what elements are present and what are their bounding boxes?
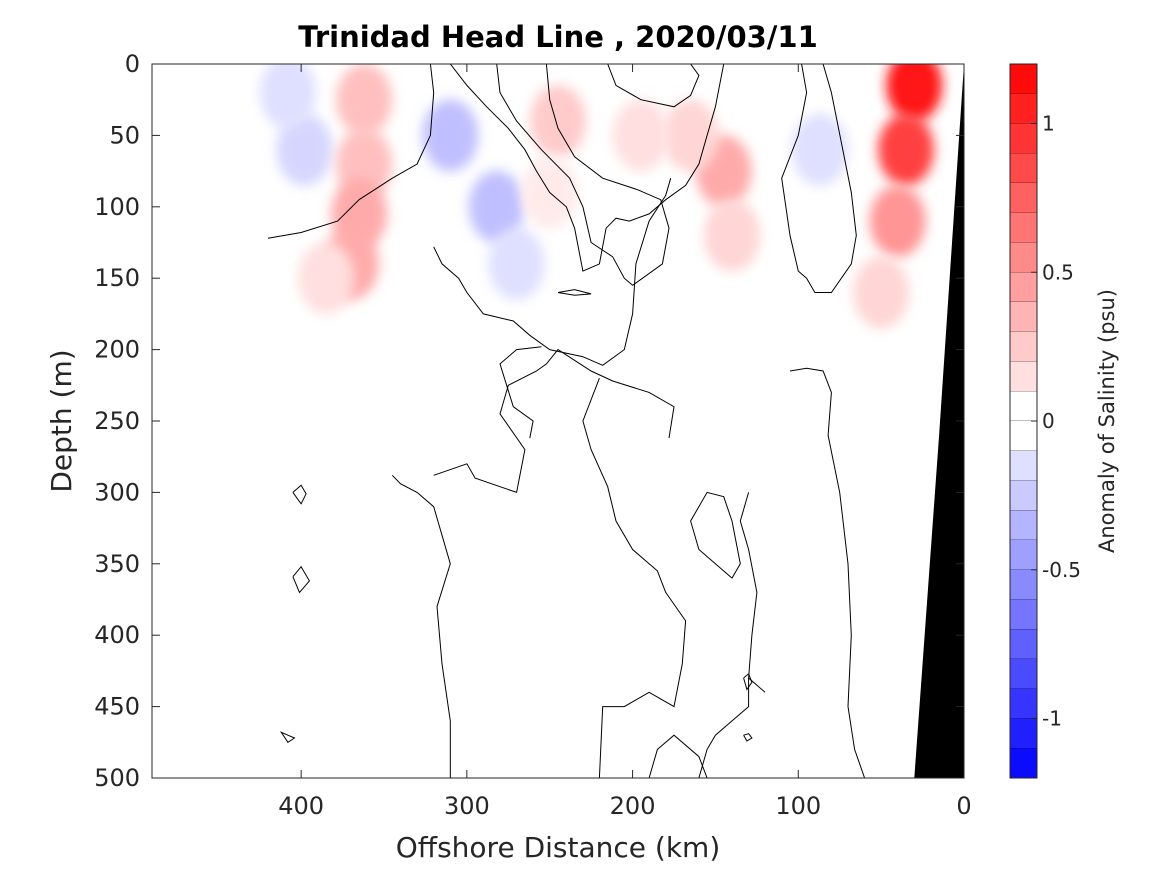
x-tick-label: 100 [775,792,821,820]
zero-contour-line [496,64,670,286]
anomaly-blob [791,113,848,186]
x-tick-label: 0 [956,792,971,820]
y-tick-label: 400 [94,621,140,649]
anomaly-blob [276,113,333,186]
x-axis: 400 300 200 100 0 [278,64,972,820]
land-mask [914,64,964,778]
zero-contour-line [690,491,741,579]
anomaly-blob [298,242,354,315]
x-tick-label: 400 [278,792,324,820]
anomaly-blob [853,256,910,329]
zero-contour-line [607,64,700,108]
anomaly-blob [336,64,393,136]
y-tick-label: 250 [94,407,140,435]
salinity-anomaly-fill [259,64,943,329]
colorbar-band [1010,540,1037,571]
anomaly-blob [662,99,719,172]
anomaly-blob [704,199,760,272]
colorbar: 1 0.5 0 -0.5 -1 [1009,63,1081,779]
colorbar-tick-label: 0 [1042,409,1055,433]
anomaly-blob [488,227,545,300]
y-tick-label: 100 [94,193,140,221]
colorbar-band [1010,391,1037,422]
colorbar-band [1010,718,1037,749]
anomaly-blob [422,99,479,172]
zero-contour-line [743,672,753,691]
zero-contour-line [781,64,857,293]
zero-contour-line [433,178,672,366]
colorbar-band [1010,123,1037,154]
colorbar-tick-label: 0.5 [1042,260,1074,284]
colorbar-band [1010,599,1037,630]
zero-contour-line [648,734,708,778]
colorbar-band [1010,629,1037,660]
anomaly-blob [886,64,943,122]
zero-contour-line [582,378,667,593]
x-axis-label: Offshore Distance (km) [396,831,721,864]
anomaly-blob [612,99,669,172]
anomaly-blob [530,85,586,158]
y-axis-label: Depth (m) [45,349,78,492]
colorbar-band [1010,569,1037,600]
y-tick-label: 350 [94,550,140,578]
colorbar-band [1010,688,1037,719]
zero-contour-line [499,346,542,439]
x-tick-label: 200 [610,792,656,820]
y-tick-label: 50 [109,121,140,149]
colorbar-band [1010,659,1037,690]
zero-contour-line [789,367,866,778]
zero-contour-line [292,484,307,505]
colorbar-band [1010,242,1037,273]
colorbar-band [1010,93,1037,124]
colorbar-label: Anomaly of Salinity (psu) [1095,289,1119,553]
anomaly-blob [878,113,934,186]
colorbar-band [1010,480,1037,511]
zero-contour-line [391,474,451,778]
zero-contour-line [433,348,675,494]
anomaly-blob [468,170,525,243]
colorbar-band [1010,183,1037,214]
colorbar-band [1010,64,1037,95]
colorbar-tick-label: 1 [1042,112,1055,136]
x-tick-label: 300 [444,792,490,820]
zero-contour-line [598,592,687,778]
colorbar-band [1010,331,1037,362]
zero-contour-line [267,64,435,239]
anomaly-blob [869,185,926,258]
colorbar-band [1010,212,1037,243]
colorbar-band [1010,510,1037,541]
zero-contour-line [557,289,592,296]
chart-title: Trinidad Head Line , 2020/03/11 [298,20,818,54]
land-mask-shape [914,64,964,778]
zero-contour-line [449,64,725,272]
colorbar-band [1010,361,1037,392]
colorbar-tick-label: -1 [1042,707,1062,731]
y-tick-label: 150 [94,264,140,292]
zero-anomaly-contours [267,64,866,778]
y-tick-label: 300 [94,478,140,506]
y-axis: 0 50 100 150 200 250 300 350 400 450 500 [94,50,964,792]
zero-contour-line [743,733,753,742]
y-tick-label: 0 [125,50,140,78]
zero-contour-line [292,565,311,594]
colorbar-tick-label: -0.5 [1042,558,1081,582]
colorbar-band [1010,302,1037,333]
zero-contour-line [698,678,750,778]
y-tick-label: 200 [94,336,140,364]
anomaly-blob [259,64,316,129]
y-tick-label: 500 [94,764,140,792]
colorbar-band [1010,450,1037,481]
colorbar-band [1010,153,1037,184]
colorbar-band [1010,748,1037,779]
zero-contour-line [279,731,296,743]
colorbar-band [1010,272,1037,303]
colorbar-band [1010,421,1037,452]
y-tick-label: 450 [94,693,140,721]
